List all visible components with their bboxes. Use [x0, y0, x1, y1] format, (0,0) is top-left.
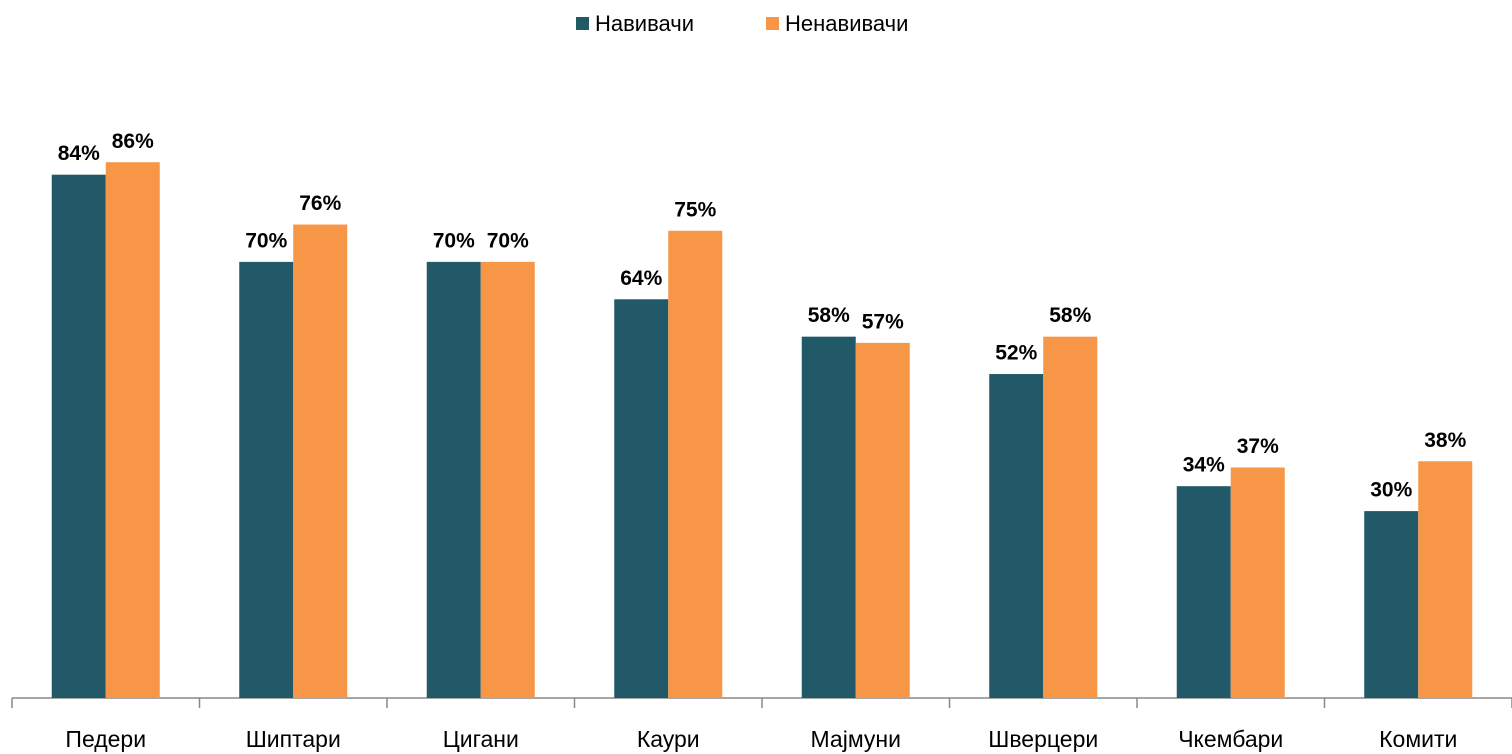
bar	[989, 374, 1044, 698]
bar	[1418, 461, 1473, 698]
bar	[1176, 486, 1231, 698]
data-label: 58%	[1049, 304, 1091, 327]
data-label: 76%	[299, 192, 341, 215]
data-label: 52%	[995, 342, 1037, 365]
bar	[855, 342, 910, 698]
data-label: 37%	[1237, 435, 1279, 458]
bar	[1043, 336, 1098, 698]
bar	[614, 299, 669, 698]
x-tick-label: Мајмуни	[811, 726, 901, 752]
bar	[480, 261, 535, 698]
bar	[239, 261, 294, 698]
x-tick-label: Педери	[65, 726, 146, 752]
x-tick-label: Шиптари	[246, 726, 341, 752]
data-label: 86%	[112, 130, 154, 153]
x-tick-label: Шверцери	[988, 726, 1098, 752]
data-label: 70%	[245, 229, 287, 252]
data-label: 75%	[674, 198, 716, 221]
data-label: 57%	[862, 310, 904, 333]
x-tick-label: Цигани	[443, 726, 519, 752]
data-label: 38%	[1424, 429, 1466, 452]
data-label: 30%	[1370, 479, 1412, 502]
legend-label: Навивачи	[595, 11, 694, 36]
x-tick-label: Чкембари	[1178, 726, 1283, 752]
x-tick-label: Каури	[637, 726, 700, 752]
data-label: 58%	[808, 304, 850, 327]
bar	[1364, 511, 1419, 698]
bar	[51, 174, 106, 698]
data-label: 84%	[58, 142, 100, 165]
bar	[105, 162, 160, 699]
bar	[293, 224, 348, 698]
legend-label: Ненавивачи	[785, 11, 908, 36]
data-label: 34%	[1183, 454, 1225, 477]
bar	[426, 261, 481, 698]
bar	[1230, 467, 1285, 698]
data-label: 70%	[487, 229, 529, 252]
data-label: 64%	[620, 267, 662, 290]
bar	[668, 230, 723, 698]
bar	[801, 336, 856, 698]
legend-swatch	[766, 17, 779, 30]
data-label: 70%	[433, 229, 475, 252]
legend-swatch	[576, 17, 589, 30]
x-tick-label: Комити	[1379, 726, 1457, 752]
